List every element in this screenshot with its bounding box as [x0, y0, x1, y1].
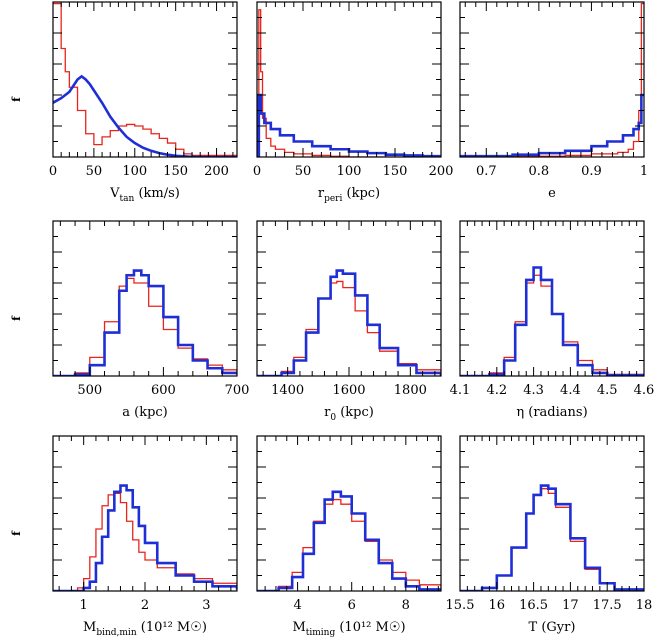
x-axis-label: Mtiming (10¹² M☉) — [292, 620, 405, 638]
series-blue-line — [460, 93, 644, 157]
x-tick-label: 1600 — [332, 383, 365, 398]
series-blue-line — [257, 269, 441, 376]
panel-frame — [52, 1, 238, 158]
panel-9: 15.5 16 16.5 17 17.5 18 T (Gyr) — [446, 435, 653, 635]
x-axis-label: T (Gyr) — [529, 620, 576, 635]
series-blue-line — [460, 484, 644, 591]
x-tick-label: 4.6 — [634, 383, 655, 398]
x-tick-label: 3 — [202, 598, 210, 613]
panel-frame — [256, 435, 442, 592]
panel-5: 1400 1600 1800 r0 (kpc) — [256, 220, 442, 423]
x-tick-label: 4.5 — [597, 383, 618, 398]
series-red-line — [460, 488, 644, 591]
panel-4: 500 600 700 a (kpc) f — [10, 220, 250, 420]
y-axis-label: f — [10, 315, 23, 321]
panel-frame — [52, 220, 238, 377]
x-tick-label: 50 — [86, 164, 103, 179]
x-tick-label: 17.5 — [593, 598, 622, 613]
x-tick-label: 0.8 — [529, 164, 550, 179]
panel-7: 1 2 3 Mbind,min (10¹² M☉) f — [10, 435, 238, 638]
x-tick-label: 200 — [429, 164, 454, 179]
x-axis-label: Vtan (km/s) — [109, 186, 180, 204]
series-blue-line — [53, 74, 237, 157]
x-tick-label: 1 — [640, 164, 648, 179]
panel-8: 4 6 8 Mtiming (10¹² M☉) — [256, 435, 442, 638]
panel-3: 0.7 0.8 0.9 1 e — [459, 1, 648, 201]
panel-6: 4.1 4.2 4.3 4.4 4.5 4.6 η (radians) — [450, 220, 655, 420]
x-tick-label: 6 — [348, 598, 356, 613]
x-tick-label: 200 — [204, 164, 229, 179]
x-tick-label: 150 — [383, 164, 408, 179]
x-tick-label: 2 — [141, 598, 149, 613]
panel-frame — [256, 1, 442, 158]
x-tick-label: 700 — [225, 383, 250, 398]
x-tick-label: 500 — [77, 383, 102, 398]
series-blue-line — [257, 93, 441, 157]
panel-frame — [52, 435, 238, 592]
panel-1: 0 50 100 150 200 Vtan (km/s) f — [10, 1, 238, 204]
x-tick-label: 0 — [49, 164, 57, 179]
series-red-line — [460, 2, 644, 157]
panel-2: 0 50 100 150 200 rperi (kpc) — [253, 1, 454, 204]
panel-frame — [459, 1, 645, 158]
y-axis-label: f — [10, 530, 23, 536]
series-blue-line — [257, 490, 441, 591]
x-tick-label: 1 — [80, 598, 88, 613]
x-axis-label: e — [548, 186, 556, 201]
panel-frame — [459, 435, 645, 592]
x-tick-label: 8 — [402, 598, 410, 613]
x-tick-label: 4.3 — [523, 383, 544, 398]
x-tick-label: 4.2 — [486, 383, 507, 398]
x-tick-label: 0.9 — [581, 164, 602, 179]
x-tick-label: 4.1 — [450, 383, 471, 398]
panel-frame — [256, 220, 442, 377]
series-red-line — [257, 498, 441, 591]
series-red-line — [53, 277, 237, 376]
x-axis-label: rperi (kpc) — [318, 186, 380, 204]
x-axis-label: η (radians) — [516, 405, 587, 420]
x-tick-label: 15.5 — [446, 598, 475, 613]
x-tick-label: 1800 — [394, 383, 427, 398]
x-axis-label: Mbind,min (10¹² M☉) — [83, 620, 207, 638]
series-red-line — [53, 2, 237, 157]
x-tick-label: 150 — [163, 164, 188, 179]
x-tick-label: 1400 — [271, 383, 304, 398]
x-tick-label: 4.4 — [560, 383, 581, 398]
series-blue-line — [53, 269, 237, 376]
x-tick-label: 17 — [562, 598, 579, 613]
series-blue-line — [53, 484, 237, 591]
x-tick-label: 18 — [636, 598, 653, 613]
series-red-line — [53, 492, 237, 591]
x-tick-label: 600 — [151, 383, 176, 398]
x-tick-label: 16.5 — [519, 598, 548, 613]
x-tick-label: 0.7 — [476, 164, 497, 179]
x-tick-label: 4 — [293, 598, 301, 613]
x-tick-label: 0 — [253, 164, 261, 179]
x-axis-label: r0 (kpc) — [324, 405, 374, 423]
x-tick-label: 100 — [122, 164, 147, 179]
x-axis-label: a (kpc) — [122, 405, 168, 420]
x-tick-label: 16 — [489, 598, 506, 613]
x-tick-label: 50 — [295, 164, 312, 179]
series-red-line — [257, 280, 441, 376]
series-blue-line — [460, 266, 644, 376]
y-axis-label: f — [10, 96, 23, 102]
x-tick-label: 100 — [337, 164, 362, 179]
